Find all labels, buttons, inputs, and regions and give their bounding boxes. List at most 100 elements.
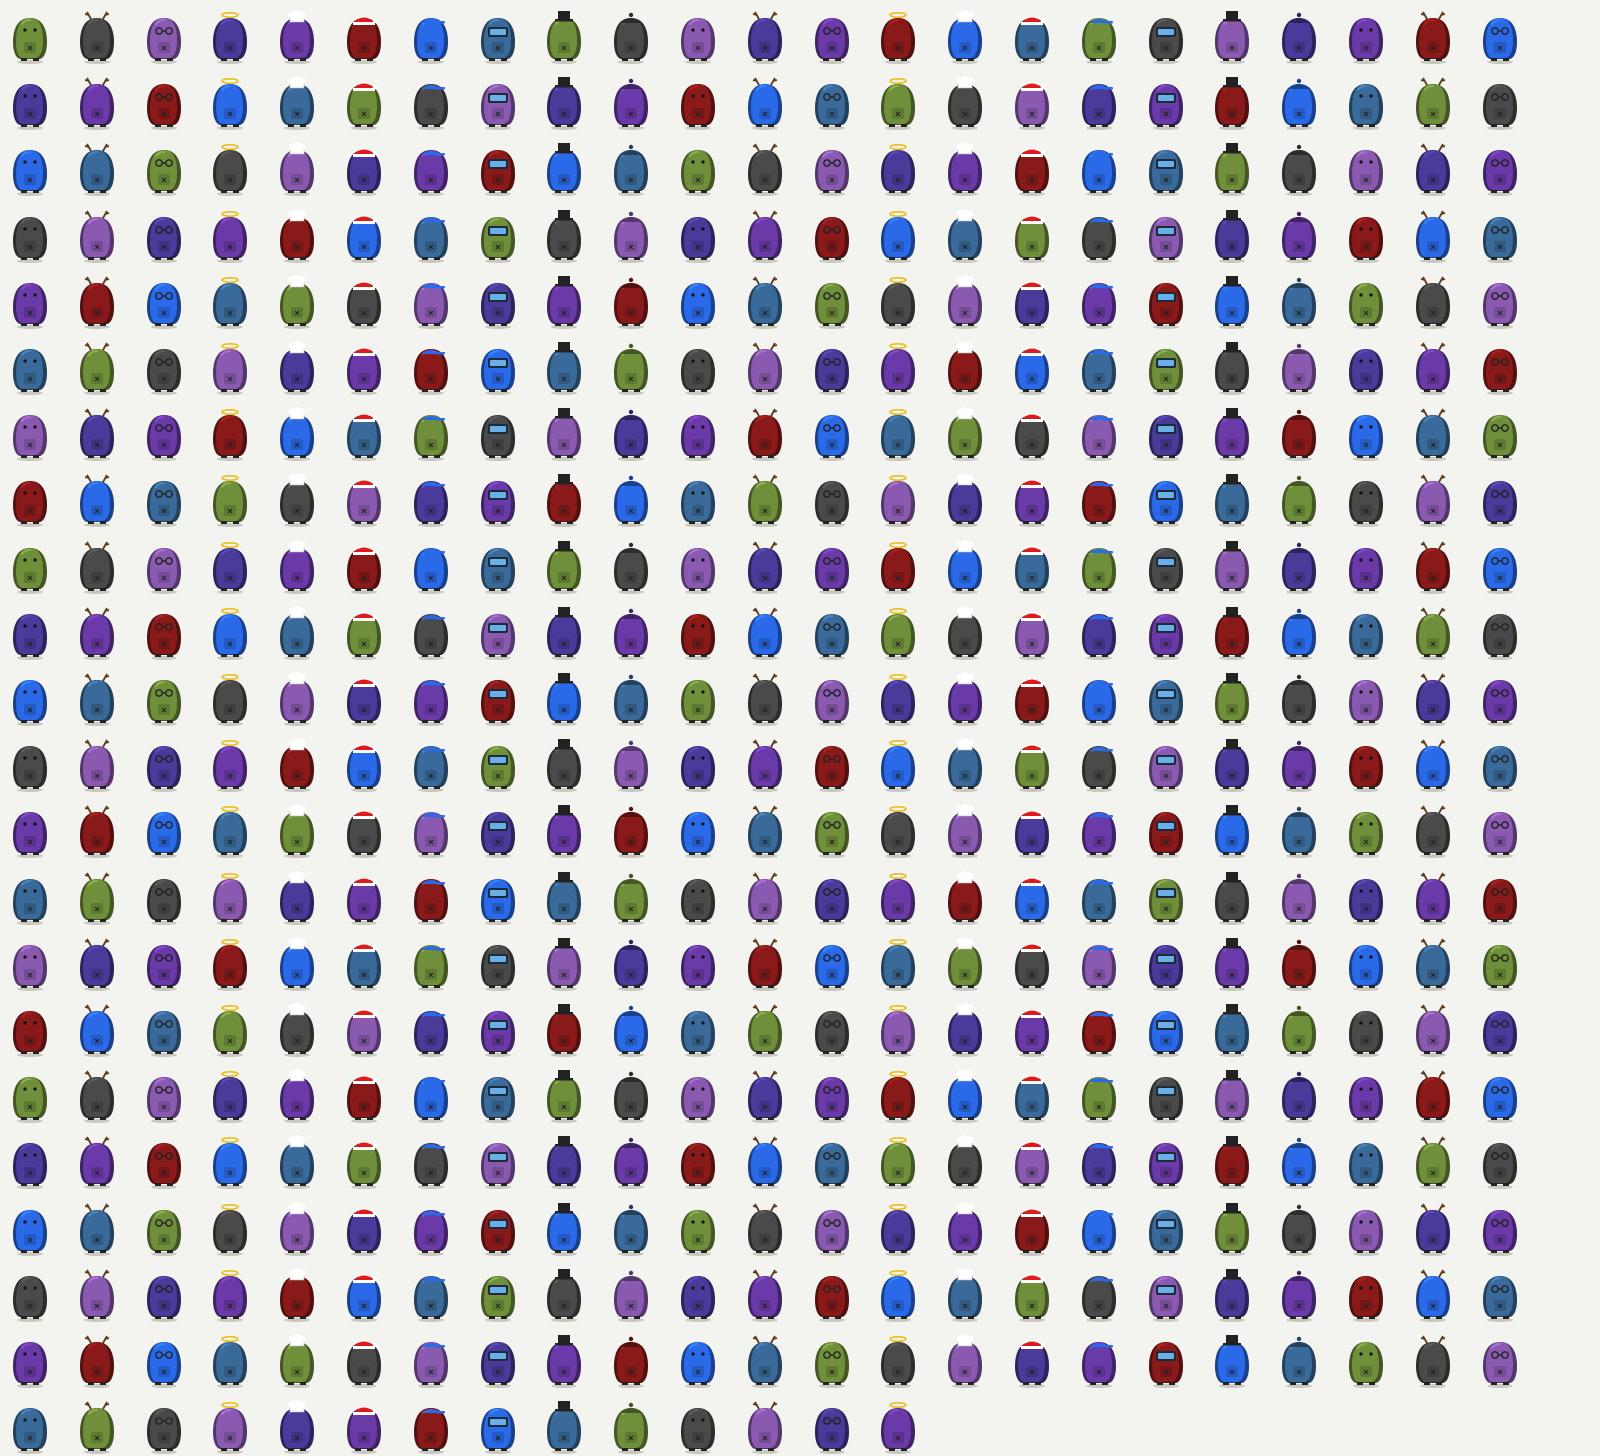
avatar-sprite <box>277 1069 321 1125</box>
avatar-sprite <box>344 1268 388 1324</box>
avatar-sprite <box>745 1334 789 1390</box>
avatar-sprite <box>277 540 321 596</box>
avatar-sprite <box>1279 341 1323 397</box>
avatar-sprite <box>277 1135 321 1191</box>
avatar-sprite <box>1212 209 1256 265</box>
avatar-sprite <box>945 1069 989 1125</box>
avatar-sprite <box>611 1334 655 1390</box>
avatar-sprite <box>344 1202 388 1258</box>
avatar-sprite <box>411 606 455 662</box>
avatar-sprite <box>745 937 789 993</box>
avatar-sprite <box>745 672 789 728</box>
avatar-sprite <box>478 275 522 331</box>
avatar-sprite <box>812 1400 856 1456</box>
avatar-sprite <box>344 10 388 66</box>
avatar-sprite <box>1212 1334 1256 1390</box>
avatar-sprite <box>1346 871 1390 927</box>
avatar-sprite <box>878 142 922 198</box>
avatar-sprite <box>478 606 522 662</box>
avatar-sprite <box>478 1400 522 1456</box>
avatar-sprite <box>1346 738 1390 794</box>
avatar-sprite <box>10 1334 54 1390</box>
avatar-sprite <box>344 209 388 265</box>
avatar-sprite <box>1279 540 1323 596</box>
avatar-sprite <box>411 1003 455 1059</box>
avatar-sprite <box>1413 937 1457 993</box>
avatar-sprite <box>10 407 54 463</box>
avatar-sprite <box>812 738 856 794</box>
avatar-sprite <box>77 672 121 728</box>
avatar-sprite <box>611 804 655 860</box>
avatar-sprite <box>77 738 121 794</box>
avatar-sprite <box>77 209 121 265</box>
avatar-sprite <box>1079 937 1123 993</box>
avatar-sprite <box>544 871 588 927</box>
avatar-sprite <box>210 1202 254 1258</box>
avatar-sprite <box>1480 540 1524 596</box>
avatar-sprite <box>1346 407 1390 463</box>
avatar-sprite <box>1212 76 1256 132</box>
avatar-sprite <box>1413 473 1457 529</box>
avatar-sprite <box>745 606 789 662</box>
avatar-sprite <box>411 10 455 66</box>
avatar-sprite <box>812 1135 856 1191</box>
avatar-sprite <box>878 1202 922 1258</box>
avatar-sprite <box>77 606 121 662</box>
avatar-sprite <box>144 142 188 198</box>
avatar-sprite <box>945 1334 989 1390</box>
avatar-sprite <box>611 1135 655 1191</box>
avatar-sprite <box>1012 1069 1056 1125</box>
avatar-sprite <box>1079 76 1123 132</box>
avatar-sprite <box>544 738 588 794</box>
avatar-sprite <box>1480 10 1524 66</box>
avatar-sprite <box>210 937 254 993</box>
avatar-sprite <box>478 76 522 132</box>
avatar-sprite <box>1146 1268 1190 1324</box>
avatar-sprite <box>478 209 522 265</box>
avatar-sprite <box>678 1400 722 1456</box>
avatar-sprite <box>678 407 722 463</box>
avatar-sprite <box>544 937 588 993</box>
avatar-sprite <box>277 672 321 728</box>
avatar-sprite <box>544 76 588 132</box>
avatar-sprite <box>1079 275 1123 331</box>
avatar-sprite <box>544 142 588 198</box>
avatar-sprite <box>812 1003 856 1059</box>
avatar-sprite <box>77 142 121 198</box>
avatar-sprite <box>878 1400 922 1456</box>
avatar-sprite <box>745 871 789 927</box>
avatar-sprite <box>144 1069 188 1125</box>
avatar-sprite <box>1413 76 1457 132</box>
avatar-sprite <box>1079 341 1123 397</box>
avatar-sprite <box>144 275 188 331</box>
avatar-sprite <box>277 209 321 265</box>
avatar-sprite <box>1079 738 1123 794</box>
avatar-sprite <box>878 1268 922 1324</box>
avatar-sprite <box>544 1135 588 1191</box>
avatar-sprite <box>1146 804 1190 860</box>
avatar-sprite <box>1480 937 1524 993</box>
avatar-sprite <box>544 1400 588 1456</box>
avatar-sprite <box>277 937 321 993</box>
avatar-sprite <box>678 1003 722 1059</box>
avatar-sprite <box>411 76 455 132</box>
avatar-sprite <box>1146 1069 1190 1125</box>
avatar-sprite <box>77 473 121 529</box>
avatar-sprite <box>1279 937 1323 993</box>
avatar-sprite <box>1146 275 1190 331</box>
avatar-sprite <box>945 804 989 860</box>
avatar-sprite <box>77 341 121 397</box>
avatar-sprite <box>344 1400 388 1456</box>
avatar-sprite <box>277 10 321 66</box>
avatar-sprite <box>1079 1334 1123 1390</box>
avatar-sprite <box>344 804 388 860</box>
avatar-sprite <box>945 606 989 662</box>
avatar-sprite <box>344 341 388 397</box>
avatar-sprite <box>411 1069 455 1125</box>
avatar-sprite <box>1012 473 1056 529</box>
avatar-sprite <box>1346 1202 1390 1258</box>
avatar-sprite <box>878 1003 922 1059</box>
avatar-sprite <box>1413 804 1457 860</box>
avatar-sprite <box>745 804 789 860</box>
avatar-sprite <box>210 142 254 198</box>
